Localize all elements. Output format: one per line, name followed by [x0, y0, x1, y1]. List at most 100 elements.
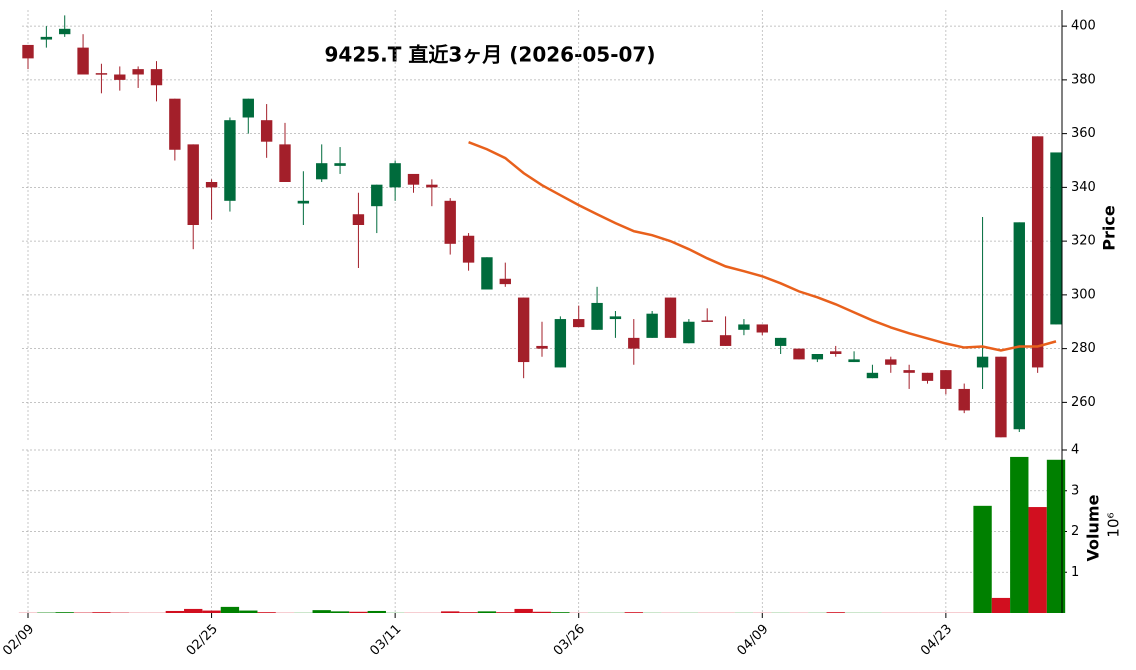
x-tick-label: 02/25: [184, 622, 221, 659]
candle-body: [793, 348, 805, 360]
volume-bar: [477, 611, 497, 613]
volume-bar: [1010, 456, 1029, 613]
volume-bar: [165, 610, 185, 613]
volume-bar: [496, 612, 515, 613]
candle-body: [371, 184, 383, 207]
volume-tick-label: 1: [1071, 565, 1079, 580]
volume-bar: [973, 505, 992, 613]
candle-body: [334, 163, 346, 166]
candle-body: [609, 316, 622, 320]
candle-body: [481, 257, 493, 290]
candle-body: [554, 319, 567, 368]
volume-bar: [330, 611, 350, 613]
candle-body: [444, 200, 456, 244]
volume-bar: [257, 612, 276, 613]
candle-body: [426, 184, 438, 188]
candle-body: [407, 173, 420, 185]
candle-body: [591, 302, 603, 330]
y-tick-label: 280: [1071, 341, 1096, 356]
candle-body: [389, 163, 401, 188]
candle-body: [297, 200, 310, 204]
candle-body: [848, 359, 860, 363]
volume-tick-label: 3: [1071, 483, 1079, 498]
candle-body: [701, 320, 713, 322]
volume-bar: [624, 612, 643, 613]
volume-bar: [202, 610, 221, 613]
volume-bar: [312, 610, 331, 613]
volume-bar: [55, 612, 74, 613]
candle-body: [59, 28, 71, 35]
candle-body: [279, 144, 291, 182]
candle-body: [573, 319, 585, 328]
y-tick-label: 360: [1071, 126, 1096, 141]
x-tick-label: 03/11: [367, 622, 404, 659]
y-axis-title: Price: [1100, 205, 1119, 251]
candle-body: [628, 337, 640, 349]
volume-bar: [459, 612, 478, 613]
candle-body: [866, 372, 879, 379]
moving-average: [468, 141, 1057, 352]
candle-body: [224, 120, 236, 201]
x-tick-label: 03/26: [551, 622, 588, 659]
candle-body: [976, 356, 989, 368]
candle-body: [664, 297, 677, 338]
volume-bar: [184, 608, 203, 613]
candle-body: [1031, 136, 1044, 368]
candle-body: [316, 163, 328, 180]
volume-bar: [551, 612, 570, 613]
candle-body: [462, 235, 475, 263]
candle-body: [22, 44, 34, 59]
candle-body: [205, 182, 218, 188]
candle-body: [921, 372, 934, 381]
volume-multiplier: 10⁶: [1105, 512, 1123, 537]
volume-bar: [514, 608, 533, 613]
volume-bar: [826, 612, 845, 613]
candle-body: [40, 36, 53, 40]
candle-body: [260, 120, 273, 142]
y-tick-label: 300: [1071, 287, 1096, 302]
candle-body: [77, 47, 89, 75]
y-tick-label: 320: [1071, 234, 1096, 249]
candle-body: [499, 278, 511, 285]
volume-bar: [220, 606, 240, 613]
volume-bar: [441, 611, 460, 613]
candle-body: [114, 74, 126, 80]
x-tick-label: 04/23: [918, 622, 955, 659]
volume-bar: [1046, 459, 1066, 613]
candle-body: [830, 351, 842, 354]
candle-body: [738, 324, 750, 330]
chart-title: 9425.T 直近3ヶ月 (2026-05-07): [325, 43, 656, 67]
candle-body: [517, 297, 530, 363]
y-tick-label: 260: [1071, 395, 1096, 410]
candle-body: [903, 370, 915, 373]
volume-axis-title: Volume: [1084, 494, 1103, 561]
candle-body: [150, 69, 163, 86]
candle-body: [756, 324, 768, 333]
x-tick-label: 04/09: [734, 622, 771, 659]
candle-body: [536, 345, 548, 349]
candle-body: [958, 388, 970, 411]
candle-body: [132, 69, 144, 75]
volume-tick-label: 4: [1071, 443, 1079, 458]
candle-body: [95, 73, 108, 75]
candle-body: [811, 354, 824, 360]
volume-bar: [532, 611, 552, 613]
candle-body: [683, 321, 695, 344]
volume-bar: [349, 611, 368, 613]
candle-body: [1050, 152, 1062, 325]
candle-body: [995, 356, 1007, 438]
candle-body: [646, 313, 658, 338]
volume-bar: [239, 610, 258, 613]
candle-body: [242, 98, 254, 118]
candle-body: [774, 337, 787, 346]
y-tick-label: 380: [1071, 72, 1096, 87]
candle-body: [885, 359, 897, 365]
volume-bar: [991, 597, 1011, 613]
candle-body: [169, 98, 181, 150]
volume-bar: [367, 610, 386, 613]
y-tick-label: 400: [1071, 19, 1096, 34]
candle-body: [1013, 222, 1025, 430]
volume-bar: [1028, 507, 1047, 613]
candle-body: [719, 335, 732, 346]
